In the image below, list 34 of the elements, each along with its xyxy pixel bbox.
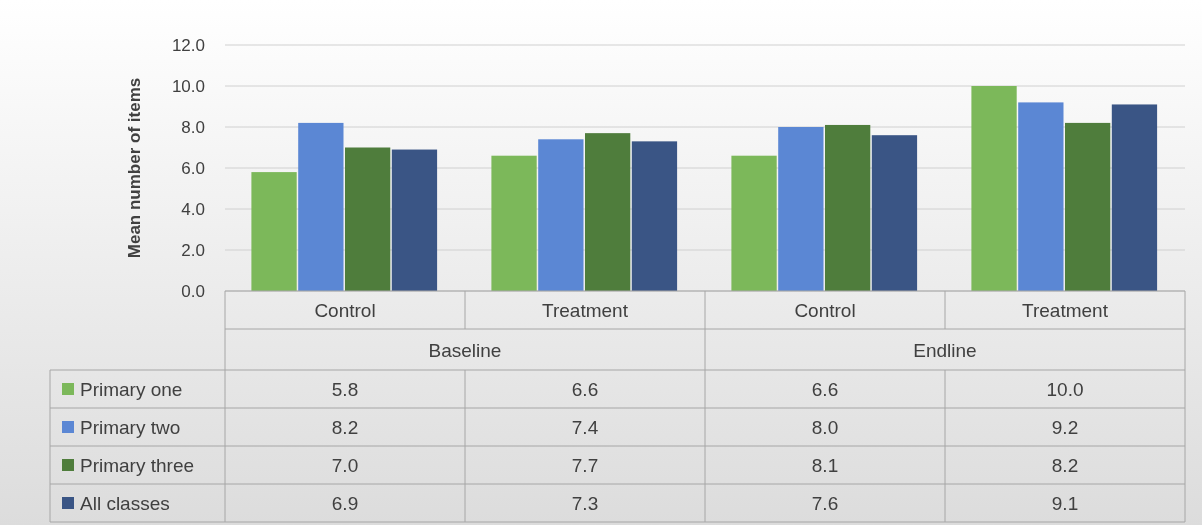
y-tick-label: 10.0 xyxy=(171,76,205,96)
data-label: 8.1 xyxy=(811,454,839,476)
y-tick-label: 4.0 xyxy=(181,199,205,219)
y-tick-label: 8.0 xyxy=(181,117,205,137)
legend-label: Primary three xyxy=(80,454,195,476)
data-label: 7.0 xyxy=(331,454,359,476)
y-tick-label: 0.0 xyxy=(181,281,205,301)
x-tick-label: Treatment xyxy=(1022,299,1109,321)
x-tick-label: Control xyxy=(314,299,376,321)
y-tick-label: 2.0 xyxy=(181,240,205,260)
data-label: 6.9 xyxy=(331,492,359,514)
data-label: 7.6 xyxy=(811,492,839,514)
y-tick-label: 6.0 xyxy=(181,158,205,178)
data-label: 8.2 xyxy=(331,416,359,438)
text: Baseline xyxy=(428,339,502,361)
data-label: 10.0 xyxy=(1046,378,1084,400)
legend-label: All classes xyxy=(80,492,170,514)
data-label: 9.2 xyxy=(1051,416,1079,438)
data-label: 6.6 xyxy=(571,378,599,400)
y-axis-title: Mean number of items xyxy=(125,77,144,259)
data-label: 7.4 xyxy=(571,416,599,438)
text: Endline xyxy=(913,339,977,361)
data-label: 8.2 xyxy=(1051,454,1079,476)
data-label: 7.3 xyxy=(571,492,599,514)
legend-label: Primary two xyxy=(80,416,181,438)
data-label: 9.1 xyxy=(1051,492,1079,514)
x-tick-label: Control xyxy=(794,299,856,321)
y-tick-label: 12.0 xyxy=(171,35,205,55)
data-label: 8.0 xyxy=(811,416,839,438)
data-label: 5.8 xyxy=(331,378,359,400)
data-label: 6.6 xyxy=(811,378,839,400)
data-label: 7.7 xyxy=(571,454,599,476)
legend-label: Primary one xyxy=(80,378,183,400)
x-tick-label: Treatment xyxy=(542,299,629,321)
